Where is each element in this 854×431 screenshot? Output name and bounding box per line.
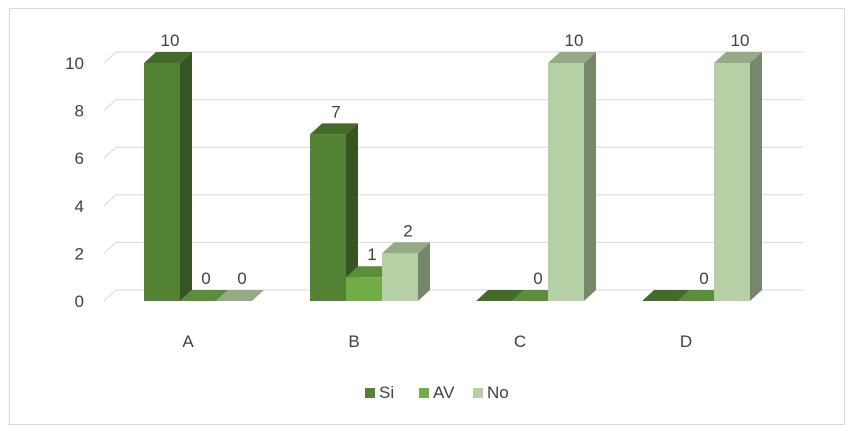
legend-swatch [473,388,483,398]
data-label: 0 [533,269,542,288]
bar-front [382,253,418,301]
x-tick-label: C [514,332,526,351]
y-tick-label: 2 [75,244,84,263]
bar-side [750,52,762,301]
bar-top [310,123,358,135]
legend-item-Si: Si [365,383,394,402]
gridline-depth [103,146,117,159]
data-label: 1 [367,245,376,264]
bar-top [476,290,524,301]
data-label: 10 [731,31,750,50]
bars [144,52,762,302]
gridline-depth [103,194,117,207]
bar-side [180,52,192,301]
bar-B-No [382,242,430,301]
bar-top [382,242,430,254]
bar-A-No [216,290,264,301]
y-tick-label: 0 [75,292,84,311]
legend-label: No [487,383,509,402]
bar-B-Si [310,123,358,302]
gridline-depth [103,242,117,254]
x-tick-label: A [182,332,194,351]
gridlines [103,51,803,302]
bar-top [216,290,264,301]
x-tick-label: B [348,332,359,351]
gridline-depth [103,289,117,302]
data-label: 0 [237,269,246,288]
bar-top [642,290,690,301]
legend-swatch [365,388,375,398]
bar-top [548,52,596,63]
bar-side [418,242,430,301]
bar-side [346,123,358,302]
bar-front [714,63,750,301]
gridline-depth [103,99,117,111]
y-tick-label: 6 [75,149,84,168]
data-label: 0 [699,269,708,288]
legend-label: Si [379,383,394,402]
bar-D-Si [642,290,690,301]
legend-item-AV: AV [419,383,455,402]
bar-front [310,134,346,301]
data-label: 10 [565,31,584,50]
gridline-depth [103,51,117,64]
legend: Si AV No [365,383,509,402]
data-label: 10 [161,31,180,50]
bar-A-Si [144,52,192,301]
bar-top [180,290,228,301]
legend-swatch [419,388,429,398]
data-label: 0 [201,269,210,288]
bar-front [144,63,180,301]
bar-front [548,63,584,301]
y-tick-label: 4 [75,197,84,216]
bar-C-No [548,52,596,301]
bar-A-AV [180,290,228,301]
y-tick-label: 8 [75,102,84,121]
bar-top [144,52,192,63]
bar-top [714,52,762,63]
data-label: 2 [403,221,412,240]
bar-D-No [714,52,762,301]
legend-label: AV [433,383,455,402]
data-label: 7 [331,102,340,121]
legend-item-No: No [473,383,509,402]
bar-side [584,52,596,301]
bar-C-Si [476,290,524,301]
bar-front [346,277,382,301]
y-tick-label: 10 [65,54,84,73]
y-axis: 0 2 4 6 8 10 [65,54,84,311]
x-tick-label: D [680,332,692,351]
